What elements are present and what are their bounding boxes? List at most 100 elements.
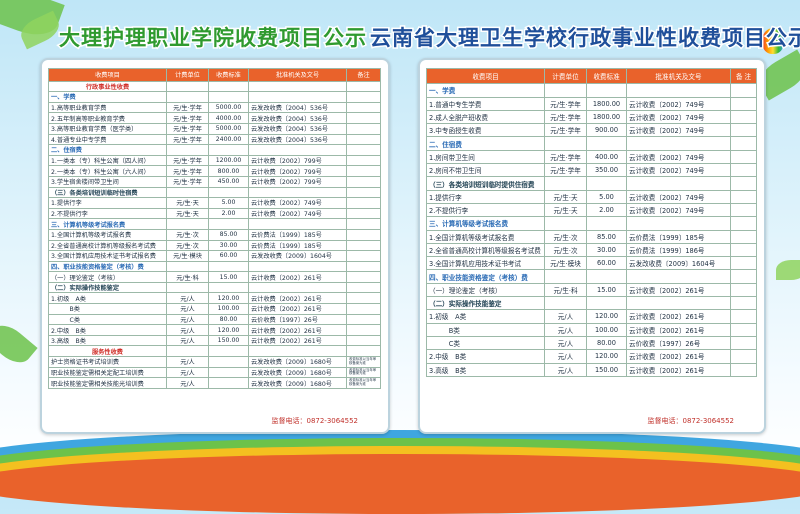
item-cell: 3.全国计算机应用技术证书考试 (426, 256, 545, 271)
approval-cell: 云价费法〔1999〕185号 (626, 229, 731, 244)
fee-cell: 400.00 (586, 149, 627, 165)
fee-cell: 350.00 (586, 163, 627, 178)
item-cell: 2.全省普通高校计算机等级报名考试费 (48, 239, 167, 252)
empty-cell (626, 296, 731, 311)
approval-cell: 云价收费〔1997〕26号 (248, 313, 347, 326)
empty-cell (166, 345, 209, 358)
fee-cell: 5000.00 (208, 122, 249, 135)
approval-cell: 云价收费〔1997〕26号 (626, 335, 731, 351)
empty-cell (248, 218, 347, 230)
item-cell: 2.一类本（专）科生公寓（六人间） (48, 165, 167, 177)
header-cell: 收费标准 (208, 68, 249, 82)
approval-cell: 云计收费〔2002〕799号 (248, 154, 347, 167)
empty-cell (544, 176, 587, 191)
fee-cell: 1800.00 (586, 96, 627, 111)
header-row: 收费项目 计费单位 收费标准 批准机关及文号 备注 (48, 68, 381, 82)
fee-row: 2.全省普通高校计算机等级报名考试费 元/生·次 30.00 云价费法〔1999〕18… (426, 242, 757, 258)
item-cell: （一）理论鉴定（考核） (48, 271, 167, 283)
note-cell (730, 242, 757, 258)
note-cell (346, 112, 381, 124)
item-cell: 1.高等职业教育学费 (48, 101, 167, 114)
empty-cell (626, 269, 731, 284)
note-cell (346, 334, 381, 347)
note-cell (346, 303, 381, 315)
header-cell: 收费项目 (48, 68, 167, 82)
approval-cell: 云计收费〔2002〕749号 (626, 149, 731, 165)
section-row: （二）实际操作技能鉴定 (426, 296, 757, 311)
fee-row: 职业技能鉴定需相关定配工培训费 元/人 云发改收费〔2009〕1680号 收费标准以当… (48, 366, 381, 379)
section-row: 服务性收费 (48, 345, 381, 358)
unit-cell: 元/人 (544, 349, 587, 364)
fee-cell (208, 366, 249, 379)
fee-cell: 120.00 (586, 309, 627, 324)
item-cell: 职业技能鉴定需相关技能光培训费 (48, 377, 167, 389)
approval-cell: 云计收费〔2002〕261号 (248, 303, 347, 315)
fee-row: 1.房间带卫生间 元/生·学年 400.00 云计收费〔2002〕749号 (426, 149, 757, 165)
item-cell: 2.五年制高等职业教育学费 (48, 112, 167, 124)
empty-cell (346, 144, 381, 156)
approval-cell: 云发改收费〔2009〕1680号 (248, 377, 347, 389)
approval-cell: 云计收费〔2002〕261号 (248, 334, 347, 347)
fee-table: 收费项目 计费单位 收费标准 批准机关及文号 备注 行政事业性收费 一、学费 1.高等职业教育… (48, 68, 381, 389)
approval-cell: 云计收费〔2002〕749号 (626, 96, 731, 111)
item-cell: 3.高等职业教育学费（医学类） (48, 122, 167, 135)
empty-cell (730, 296, 757, 311)
stripe (0, 454, 800, 514)
fee-row: 2.房间不带卫生间 元/生·学年 350.00 云计收费〔2002〕749号 (426, 163, 757, 178)
fee-cell: 900.00 (586, 123, 627, 138)
empty-cell (346, 260, 381, 273)
unit-cell: 元/人 (544, 309, 587, 324)
empty-cell (626, 136, 731, 151)
leaf (776, 260, 800, 280)
section-row: （二）实际操作技能鉴定 (48, 281, 381, 294)
unit-cell: 元/人 (166, 303, 209, 315)
board-title: 云南省大理卫生学校行政事业性收费项目公示 (369, 25, 800, 52)
fee-row: 3.高级 B类 元/人 150.00 云计收费〔2002〕261号 (48, 334, 381, 347)
approval-cell: 云计收费〔2002〕749号 (626, 109, 731, 125)
approval-cell: 云价费法〔1999〕186号 (626, 242, 731, 258)
unit-cell: 元/生·学年 (166, 122, 209, 135)
item-cell: C类 (426, 335, 545, 351)
fee-row: 2.成人全脱产班收费 元/生·学年 1800.00 云计收费〔2002〕749号 (426, 109, 757, 125)
approval-cell: 云发改收费〔2004〕536号 (248, 122, 347, 135)
item-cell: 4.普通专业中专学费 (48, 133, 167, 146)
board: 收费项目 计费单位 收费标准 批准机关及文号 备注 行政事业性收费 一、学费 1.高等职业教育… (40, 58, 390, 434)
empty-cell (626, 216, 731, 231)
unit-cell: 元/生·次 (544, 229, 587, 244)
approval-cell: 云计收费〔2002〕261号 (626, 322, 731, 337)
fee-row: C类 元/人 80.00 云价收费〔1997〕26号 (48, 313, 381, 326)
item-cell: 1.提供行李 (426, 189, 545, 204)
note-cell (346, 250, 381, 262)
note-cell (346, 292, 381, 305)
note-cell (730, 229, 757, 244)
fee-row: 2.一类本（专）科生公寓（六人间） 元/生·学年 800.00 云计收费〔2002〕7… (48, 165, 381, 177)
empty-cell (208, 218, 249, 230)
note-cell (730, 109, 757, 125)
item-cell: 1.普通中专生学费 (426, 96, 545, 111)
section-cell: （二）实际操作技能鉴定 (426, 296, 545, 311)
note-cell (730, 349, 757, 364)
empty-cell (208, 281, 249, 294)
note-cell (730, 163, 757, 178)
approval-cell: 云计收费〔2002〕261号 (248, 292, 347, 305)
unit-cell: 元/生·天 (166, 207, 209, 220)
empty-cell (730, 269, 757, 284)
fee-cell: 30.00 (586, 242, 627, 258)
item-cell: （一）理论鉴定（考核） (426, 282, 545, 298)
unit-cell: 元/人 (544, 322, 587, 337)
fee-cell: 450.00 (208, 175, 249, 188)
section-row: 一、学费 (426, 83, 757, 98)
approval-cell: 云价费法〔1999〕185号 (248, 239, 347, 252)
fee-cell: 100.00 (586, 322, 627, 337)
fee-cell: 120.00 (208, 324, 249, 336)
fee-row: 3.中专函授生收费 元/生·学年 900.00 云计收费〔2002〕749号 (426, 123, 757, 138)
unit-cell: 元/生·学年 (544, 109, 587, 125)
note-cell (346, 122, 381, 135)
fee-cell: 1200.00 (208, 154, 249, 167)
fee-cell: 2.00 (586, 202, 627, 218)
fee-cell: 80.00 (586, 335, 627, 351)
unit-cell: 元/人 (166, 313, 209, 326)
item-cell: 3.学生宿舍楼间带卫生间 (48, 175, 167, 188)
approval-cell: 云计收费〔2002〕749号 (626, 202, 731, 218)
empty-cell (248, 186, 347, 199)
